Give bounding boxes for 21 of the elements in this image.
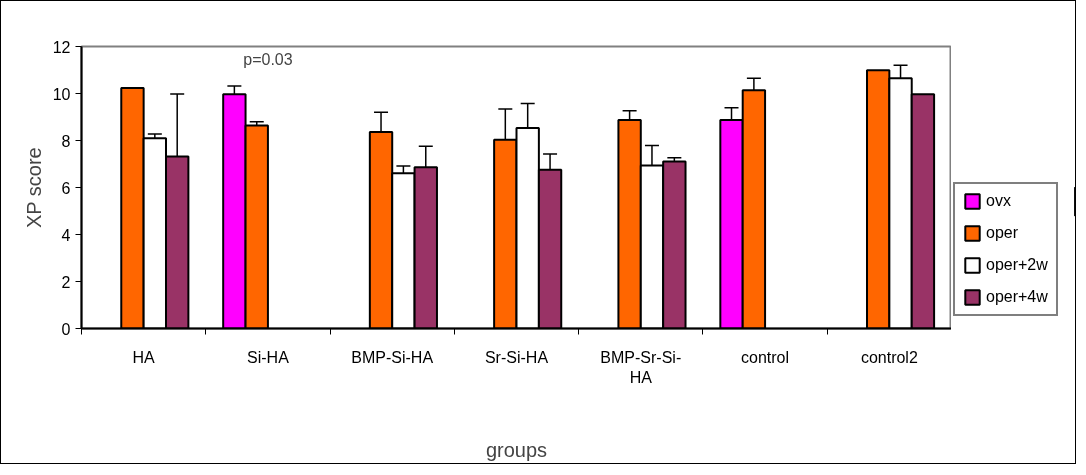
y-tick-label: 0 — [61, 320, 71, 338]
x-tick-label: HA — [132, 348, 156, 366]
y-tick-label: 6 — [61, 179, 71, 197]
y-tick-label: 10 — [52, 85, 71, 103]
x-tick-label: control — [741, 348, 790, 366]
annotation: p=0.03 — [243, 50, 293, 68]
x-tick-label: BMP-Si-HA — [351, 348, 434, 366]
legend-label: oper — [986, 224, 1019, 242]
x-tick-label: BMP-Sr-Si-HA — [600, 348, 682, 386]
legend-label: oper+4w — [986, 288, 1048, 306]
legend-label: ovx — [986, 192, 1011, 210]
x-tick-label: Sr-Si-HA — [484, 348, 549, 366]
y-tick-label: 8 — [61, 132, 71, 150]
y-tick-label: 12 — [52, 38, 71, 56]
x-axis-title: groups — [485, 438, 548, 461]
y-tick-label: 4 — [61, 226, 71, 244]
legend-label: oper+2w — [986, 256, 1048, 274]
y-axis-title: XP score — [22, 147, 45, 229]
x-tick-label: Si-HA — [247, 348, 290, 366]
y-tick-label: 2 — [61, 273, 71, 291]
x-tick-label: control2 — [860, 348, 918, 366]
